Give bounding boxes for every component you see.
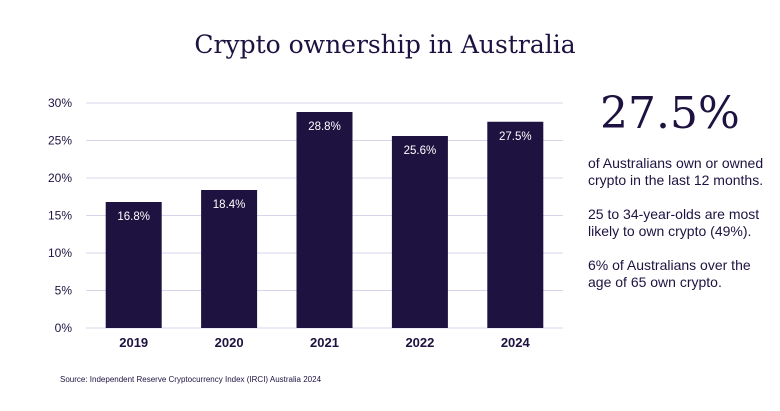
- x-tick-label: 2022: [405, 335, 434, 350]
- bar: [487, 121, 544, 328]
- bar-chart: 0% 5% 10% 15% 20% 25% 30% 16.8% 2019 18.4% 2020 28.…: [48, 96, 563, 350]
- data-label: 16.8%: [117, 211, 150, 223]
- x-tick-label: 2024: [501, 335, 531, 350]
- highlight-value: 27.5%: [600, 88, 740, 139]
- y-tick-label: 25%: [48, 134, 72, 148]
- highlight-note-1: of Australians own or owned crypto in th…: [588, 154, 764, 188]
- bar: [105, 202, 162, 328]
- highlight-note-3: 6% of Australians over the age of 65 own…: [588, 256, 751, 290]
- x-tick-label: 2020: [215, 335, 244, 350]
- highlight-note-2: 25 to 34-year-olds are most likely to ow…: [588, 205, 760, 239]
- y-tick-label: 0%: [55, 321, 73, 335]
- data-label: 18.4%: [213, 199, 246, 211]
- chart-title: Crypto ownership in Australia: [194, 30, 576, 59]
- bar: [201, 190, 258, 328]
- source-note: Source: Independent Reserve Cryptocurren…: [60, 375, 322, 384]
- y-tick-label: 30%: [48, 96, 72, 110]
- y-tick-label: 5%: [55, 284, 73, 298]
- y-tick-label: 10%: [48, 246, 72, 260]
- x-tick-label: 2019: [119, 335, 148, 350]
- y-tick-label: 20%: [48, 171, 72, 185]
- bar: [391, 136, 448, 328]
- y-tick-label: 15%: [48, 209, 72, 223]
- x-tick-label: 2021: [310, 335, 339, 350]
- data-label: 28.8%: [308, 121, 341, 133]
- data-label: 27.5%: [499, 131, 532, 143]
- bar: [296, 112, 353, 328]
- data-label: 25.6%: [404, 145, 437, 157]
- highlight-panel: 27.5% of Australians own or owned crypto…: [588, 88, 773, 308]
